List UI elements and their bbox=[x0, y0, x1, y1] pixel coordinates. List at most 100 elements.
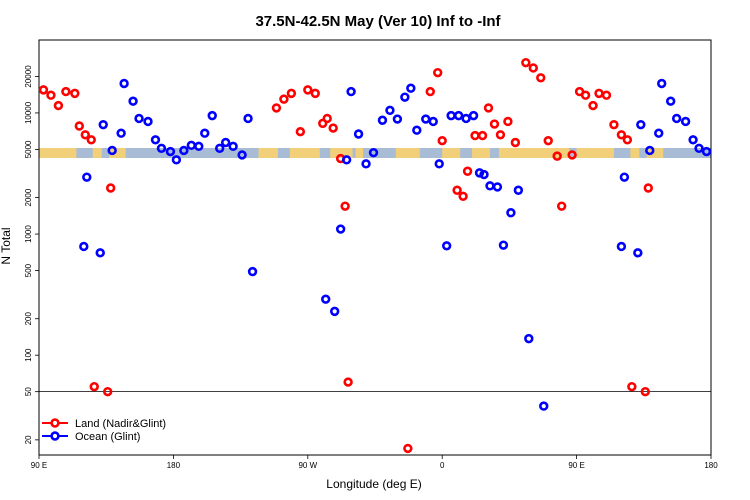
land-point bbox=[38, 85, 49, 95]
ocean-point bbox=[95, 248, 105, 258]
land-point bbox=[89, 381, 99, 392]
y-tick-label: 1000 bbox=[24, 225, 33, 243]
ocean-point bbox=[335, 224, 346, 234]
y-tick-label: 200 bbox=[24, 312, 33, 326]
ocean-point bbox=[247, 266, 258, 277]
land-point bbox=[310, 88, 320, 99]
ocean-point bbox=[207, 110, 217, 121]
map-strip-land bbox=[395, 148, 420, 158]
land-point bbox=[343, 377, 353, 387]
land-point bbox=[80, 130, 90, 140]
plot-frame bbox=[38, 39, 712, 456]
land-point bbox=[279, 94, 289, 104]
land-point bbox=[503, 116, 513, 127]
land-point bbox=[403, 443, 413, 454]
ocean-point bbox=[636, 119, 646, 130]
map-strip-land bbox=[355, 148, 364, 158]
map-strip-land bbox=[109, 148, 126, 158]
land-point bbox=[521, 57, 531, 68]
map-strip-land bbox=[646, 148, 664, 158]
land-point bbox=[433, 67, 443, 78]
land-point bbox=[61, 86, 71, 97]
x-axis: 90 E 180 90 W 0 90 E 180 bbox=[31, 455, 718, 470]
ocean-point bbox=[179, 145, 189, 156]
land-point bbox=[643, 183, 653, 193]
ocean-point bbox=[461, 113, 471, 124]
ocean-point bbox=[474, 168, 485, 178]
land-point bbox=[552, 151, 562, 161]
ocean-point bbox=[82, 172, 92, 182]
x-tick-label: 180 bbox=[167, 461, 181, 470]
ocean-point bbox=[421, 114, 431, 124]
map-strip-land bbox=[630, 148, 640, 158]
ocean-point bbox=[400, 92, 410, 102]
land-point bbox=[74, 121, 85, 131]
ocean-point bbox=[377, 115, 388, 125]
ocean-point bbox=[441, 241, 452, 251]
ocean-point bbox=[657, 78, 667, 89]
ocean-point bbox=[688, 135, 698, 145]
x-tick-label: 90 W bbox=[298, 461, 317, 470]
ocean-point bbox=[453, 110, 464, 121]
ocean-point bbox=[619, 172, 630, 182]
y-tick-label: 20000 bbox=[24, 65, 33, 88]
ocean-point bbox=[134, 113, 144, 124]
map-strip-land bbox=[258, 148, 278, 158]
land-point bbox=[489, 119, 500, 129]
land-point bbox=[627, 381, 637, 392]
ocean-point bbox=[513, 185, 524, 195]
map-strip-land bbox=[330, 148, 353, 158]
land-point bbox=[616, 130, 627, 140]
land-point bbox=[340, 201, 350, 211]
ocean-point bbox=[79, 241, 89, 252]
y-axis-label: N Total bbox=[0, 227, 13, 264]
land-point bbox=[588, 100, 598, 111]
ocean-point bbox=[645, 145, 655, 156]
ocean-point bbox=[171, 155, 182, 165]
ocean-point bbox=[329, 306, 340, 317]
land-point bbox=[543, 135, 553, 146]
ocean-point bbox=[479, 169, 489, 180]
y-tick-label: 10000 bbox=[24, 101, 33, 124]
ocean-point bbox=[119, 78, 129, 89]
ocean-point bbox=[492, 182, 503, 192]
ocean-point bbox=[346, 86, 356, 97]
legend: Land (Nadir&Glint)Ocean (Glint) bbox=[42, 418, 166, 443]
ocean-point bbox=[128, 96, 138, 106]
y-tick-label: 500 bbox=[24, 263, 33, 277]
land-point bbox=[580, 90, 591, 100]
ocean-point bbox=[107, 145, 117, 156]
map-strip-land bbox=[472, 148, 490, 158]
land-point bbox=[46, 90, 56, 100]
land-point bbox=[601, 90, 612, 100]
ocean-point bbox=[165, 146, 176, 157]
land-point bbox=[102, 386, 113, 397]
land-point bbox=[271, 103, 282, 113]
land-point bbox=[458, 191, 468, 201]
x-tick-label: 0 bbox=[440, 461, 445, 470]
ocean-point bbox=[654, 128, 664, 138]
ocean-point bbox=[385, 105, 395, 116]
legend-label: Land (Nadir&Glint) bbox=[75, 418, 166, 430]
land-point bbox=[528, 63, 538, 73]
land-point bbox=[483, 103, 494, 113]
chart-title: 37.5N-42.5N May (Ver 10) Inf to -Inf bbox=[255, 13, 501, 30]
y-axis: 20 50 100 200 500 1000 2000 5000 10000 20000 bbox=[24, 65, 39, 444]
land-point bbox=[70, 88, 80, 99]
land-point bbox=[567, 150, 577, 160]
data-points bbox=[38, 57, 712, 454]
ocean-point bbox=[412, 125, 422, 135]
map-strip-land bbox=[92, 148, 102, 158]
land-point bbox=[303, 85, 313, 95]
ocean-point bbox=[524, 333, 534, 344]
legend-label: Ocean (Glint) bbox=[75, 431, 140, 443]
land-point bbox=[556, 201, 567, 211]
land-point bbox=[640, 386, 650, 397]
ocean-point bbox=[665, 96, 676, 106]
land-point bbox=[437, 135, 447, 146]
land-point bbox=[495, 130, 506, 140]
land-point bbox=[477, 130, 488, 141]
map-strip-land bbox=[498, 148, 570, 158]
ocean-point bbox=[680, 116, 691, 127]
